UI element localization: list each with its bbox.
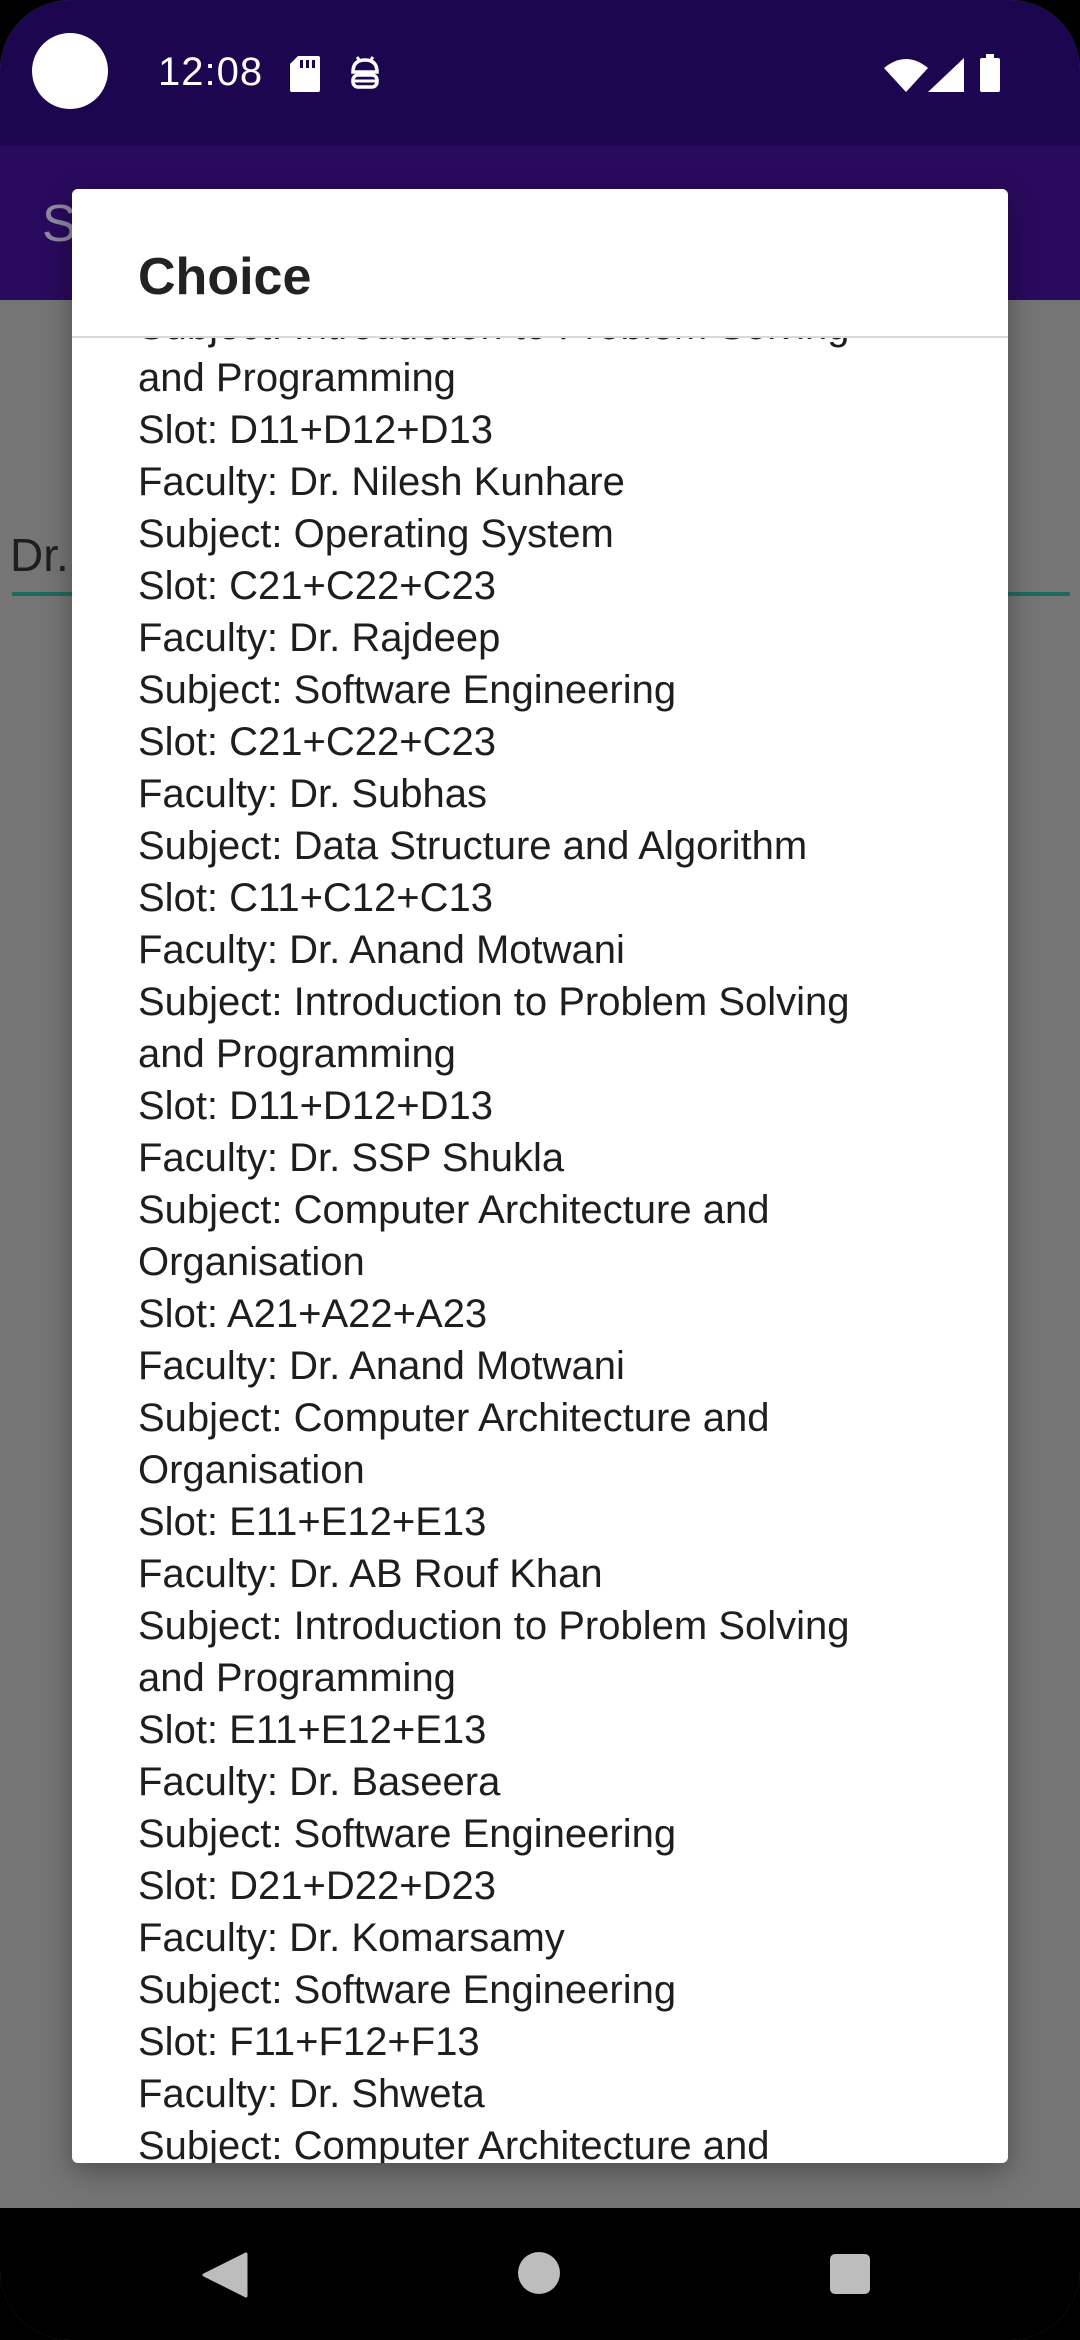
message-line: Subject: Introduction to Problem Solving [138, 1604, 850, 1648]
message-line: Slot: D11+D12+D13 [138, 1084, 494, 1128]
message-line: Slot: E11+E12+E13 [138, 1500, 487, 1544]
message-line: Subject: Data Structure and Algorithm [138, 824, 808, 868]
message-line: Subject: Introduction to Problem Solving [138, 338, 958, 352]
message-line: Faculty: Dr. Komarsamy [138, 1916, 565, 1960]
choice-dialog: Choice Subject: Introduction to Problem … [72, 189, 1008, 2163]
message-line: Faculty: Dr. Anand Motwani [138, 928, 625, 972]
message-line: Faculty: Dr. Subhas [138, 772, 488, 816]
message-line: and Programming [138, 1656, 456, 1700]
dialog-title: Choice [138, 248, 312, 306]
message-line: Faculty: Dr. Anand Motwani [138, 1344, 625, 1388]
message-line: Slot: A21+A22+A23 [138, 1292, 488, 1336]
message-line: Slot: D11+D12+D13 [138, 408, 494, 452]
dialog-scroll-area[interactable]: Subject: Introduction to Problem Solving… [72, 338, 1008, 2163]
message-line: Slot: F11+F12+F13 [138, 2020, 480, 2064]
message-line: Faculty: Dr. Baseera [138, 1760, 501, 1804]
message-line: Subject: Software Engineering [138, 1968, 677, 2012]
message-line: Organisation [138, 1448, 365, 1492]
behind-field-text: Dr. [10, 529, 69, 581]
app-toolbar-title: S [42, 195, 77, 253]
message-line: Subject: Software Engineering [138, 1812, 677, 1856]
message-line: Slot: E11+E12+E13 [138, 1708, 487, 1752]
message-line: Slot: D21+D22+D23 [138, 1864, 497, 1908]
message-line: Subject: Introduction to Problem Solving [138, 980, 850, 1024]
navigation-bar [0, 2208, 1080, 2340]
message-line: Faculty: Dr. Rajdeep [138, 616, 501, 660]
sdcard-icon [290, 56, 320, 92]
dialog-message: Subject: Introduction to Problem Solving… [138, 338, 958, 2163]
message-line: Subject: Computer Architecture and [138, 2124, 770, 2163]
message-line: Organisation [138, 1240, 365, 1284]
wifi-icon [884, 59, 928, 92]
message-line: Faculty: Dr. SSP Shukla [138, 1136, 565, 1180]
message-line: Subject: Operating System [138, 512, 614, 556]
signal-icon [928, 58, 964, 92]
message-line: Subject: Computer Architecture and [138, 1396, 770, 1440]
message-line: and Programming [138, 356, 456, 400]
message-line: and Programming [138, 1032, 456, 1076]
message-line: Subject: Computer Architecture and [138, 1188, 770, 1232]
back-icon[interactable] [200, 2252, 248, 2298]
message-line: Slot: C21+C22+C23 [138, 720, 497, 764]
status-bar: 12:08 [0, 0, 1080, 146]
message-line: Slot: C11+C12+C13 [138, 876, 494, 920]
message-line: Subject: Software Engineering [138, 668, 677, 712]
recents-icon[interactable] [830, 2254, 870, 2294]
battery-icon [980, 54, 1000, 92]
message-line: Faculty: Dr. AB Rouf Khan [138, 1552, 603, 1596]
status-time: 12:08 [158, 50, 264, 94]
android-debug-icon [351, 56, 379, 89]
camera-cutout [32, 33, 108, 109]
message-line: Slot: C21+C22+C23 [138, 564, 497, 608]
dialog-header: Choice [72, 189, 1008, 338]
message-line: Faculty: Dr. Shweta [138, 2072, 485, 2116]
message-line: Faculty: Dr. Nilesh Kunhare [138, 460, 625, 504]
home-icon[interactable] [518, 2252, 560, 2294]
